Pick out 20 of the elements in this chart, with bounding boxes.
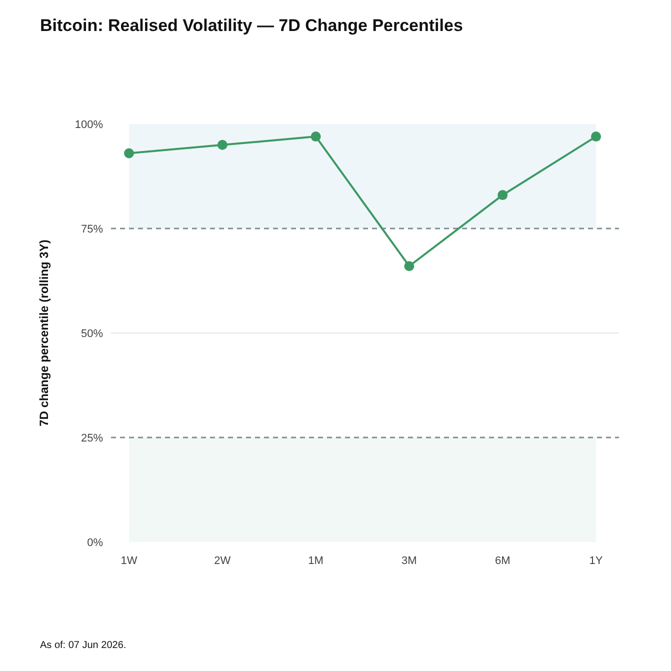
y-tick-label: 75% <box>80 223 104 236</box>
y-axis-title: 7D change percentile (rolling 3Y) <box>37 240 52 426</box>
x-tick-label: 2W <box>214 554 232 567</box>
point <box>591 132 601 142</box>
x-tick-label: 1M <box>308 554 324 567</box>
y-tick-label: 100% <box>74 118 104 131</box>
x-tick-label: 1W <box>120 554 138 567</box>
point <box>124 148 134 158</box>
y-tick-label: 50% <box>80 328 104 340</box>
y-tick-label: 25% <box>80 432 104 444</box>
text: As of: 07 Jun 2026. <box>40 640 126 651</box>
point <box>404 261 414 272</box>
x-tick-label: 6M <box>494 554 510 567</box>
x-tick-label: 1Y <box>589 554 604 567</box>
chart-title: Bitcoin: Realised Volatility — 7D Change Percentiles <box>40 16 463 36</box>
point <box>498 190 508 200</box>
y-tick-label: 0% <box>87 536 104 549</box>
x-tick-label: 3M <box>402 554 417 567</box>
point <box>217 140 228 150</box>
point <box>310 132 321 142</box>
